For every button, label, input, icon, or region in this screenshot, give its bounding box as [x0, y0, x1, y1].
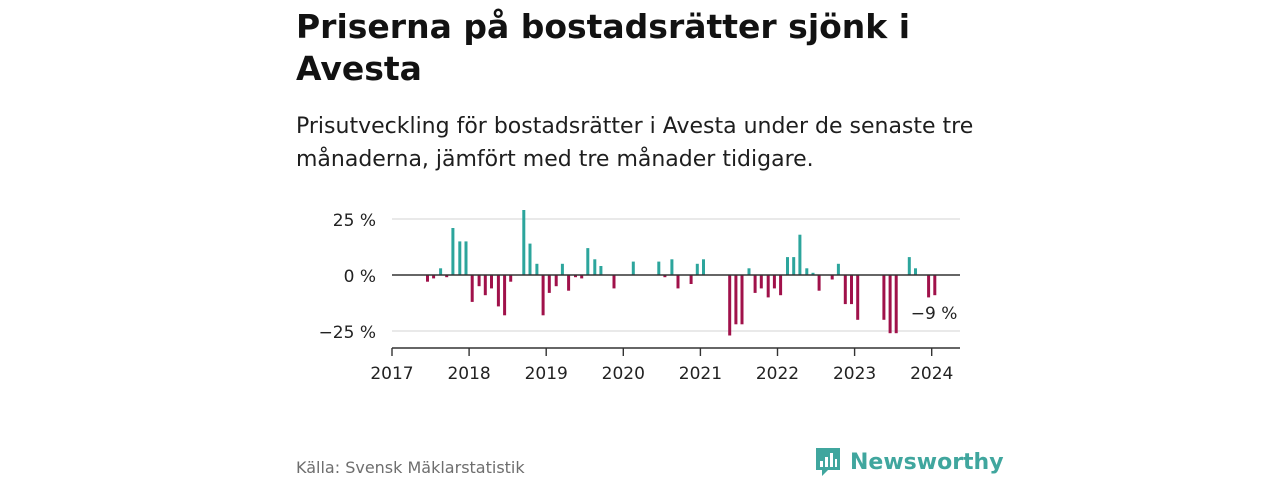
bar	[779, 275, 783, 296]
brand-logo[interactable]: Newsworthy	[814, 446, 1004, 478]
y-tick-label: −25 %	[319, 323, 376, 343]
bar	[933, 275, 937, 296]
bar	[451, 228, 455, 275]
bar	[850, 275, 853, 305]
bar	[830, 275, 834, 280]
bar	[477, 275, 481, 287]
bar	[464, 241, 468, 275]
bar	[728, 275, 732, 336]
bar	[836, 263, 840, 275]
source-note: Källa: Svensk Mäklarstatistik	[296, 458, 525, 477]
bar	[483, 275, 487, 296]
x-tick-label: 2024	[910, 364, 953, 384]
bar	[496, 275, 500, 307]
x-tick-label: 2022	[756, 364, 799, 384]
bar	[599, 266, 603, 275]
x-tick-label: 2023	[833, 364, 876, 384]
bar	[882, 275, 886, 320]
bar	[817, 275, 821, 291]
bar	[631, 261, 635, 275]
bar	[894, 275, 898, 334]
bar	[432, 275, 436, 279]
bar	[695, 263, 699, 275]
bar	[907, 257, 911, 275]
bar	[535, 263, 539, 275]
bar	[586, 248, 590, 275]
bar	[734, 275, 738, 325]
bar	[888, 275, 892, 334]
x-tick-label: 2019	[525, 364, 568, 384]
bar	[458, 241, 462, 275]
bar	[657, 261, 661, 275]
x-tick-label: 2017	[370, 364, 413, 384]
bar	[843, 275, 847, 305]
bar	[670, 259, 674, 275]
bar	[927, 275, 931, 298]
brand-name: Newsworthy	[850, 449, 1004, 475]
bar	[856, 275, 860, 320]
bar	[792, 257, 796, 275]
bar	[740, 275, 744, 325]
x-tick-label: 2020	[602, 364, 645, 384]
bar	[676, 275, 680, 289]
x-tick-label: 2018	[447, 364, 490, 384]
last-value-annotation: −9 %	[911, 304, 958, 324]
bar	[747, 268, 751, 275]
bar	[439, 268, 443, 275]
bar	[574, 275, 577, 278]
chart-title: Priserna på bostadsrätter sjönk i Avesta	[296, 7, 911, 88]
bar	[663, 275, 667, 278]
bar	[503, 275, 507, 316]
bar	[528, 243, 532, 275]
y-tick-label: 25 %	[333, 211, 376, 231]
bar	[522, 210, 526, 275]
bar	[554, 275, 558, 287]
bar	[766, 275, 770, 298]
bar	[798, 234, 802, 275]
bar	[509, 275, 513, 282]
newsworthy-logo-icon	[816, 448, 840, 476]
x-tick-label: 2021	[679, 364, 722, 384]
bar	[547, 275, 551, 293]
bar	[772, 275, 776, 289]
bar	[470, 275, 474, 302]
bar	[426, 275, 429, 282]
chart-subtitle: Prisutveckling för bostadsrätter i Avest…	[296, 114, 974, 172]
bar	[445, 275, 449, 278]
bar	[805, 268, 809, 275]
y-tick-label: 0 %	[344, 267, 376, 287]
bar	[612, 275, 616, 289]
bar-chart: 25 % 0 % −25 % 2017 2018 2019 2020 2021 2022 2023…	[319, 210, 960, 384]
bar	[811, 272, 815, 275]
bar	[490, 275, 493, 289]
bar	[689, 275, 693, 284]
bar	[786, 257, 789, 275]
bar	[541, 275, 545, 316]
bar	[580, 275, 584, 279]
bar	[753, 275, 757, 293]
bar	[702, 259, 705, 275]
bar	[593, 259, 597, 275]
bar	[759, 275, 763, 289]
bar	[914, 268, 917, 275]
bar	[560, 263, 564, 275]
bar	[567, 275, 571, 291]
